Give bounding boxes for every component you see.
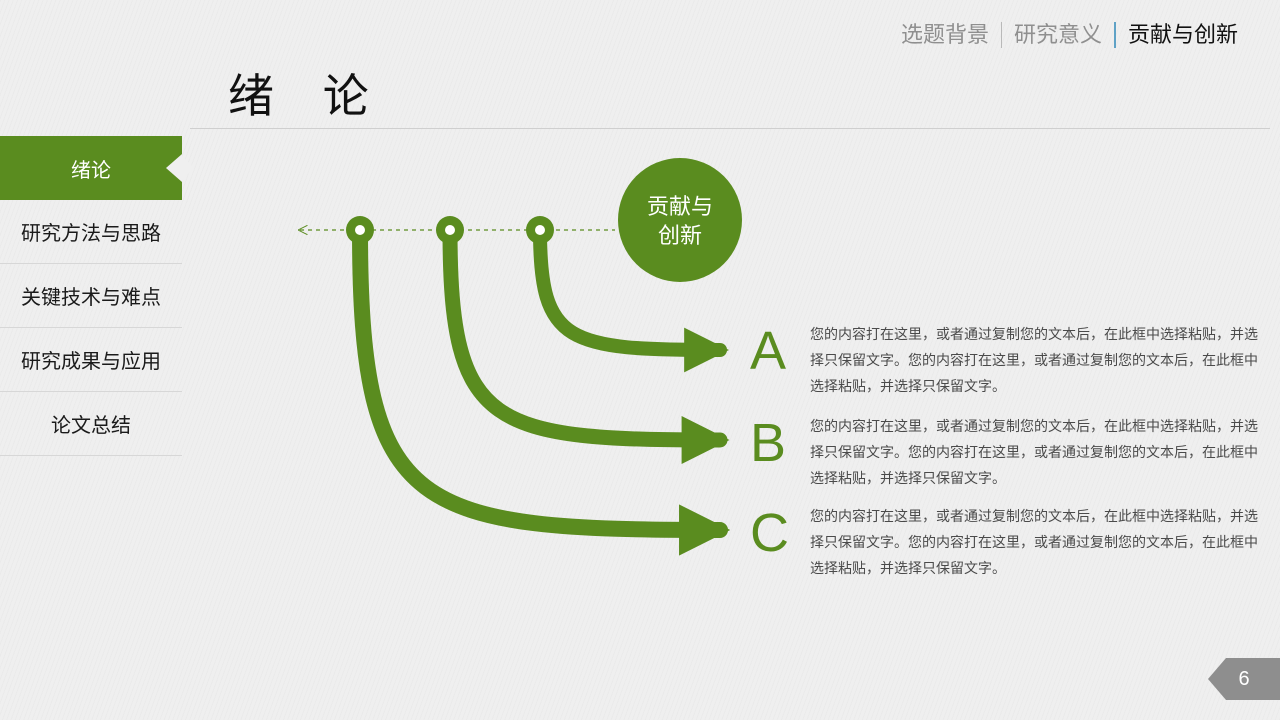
letter-a: A: [750, 320, 786, 382]
breadcrumb-item[interactable]: 选题背景: [889, 24, 1001, 46]
top-breadcrumb: 选题背景 研究意义 贡献与创新: [889, 22, 1250, 48]
sidebar-item[interactable]: 关键技术与难点: [0, 264, 182, 328]
sidebar-item-active[interactable]: 绪论: [0, 136, 182, 200]
page-number: 6: [1238, 668, 1249, 691]
body-text-c: 您的内容打在这里，或者通过复制您的文本后，在此框中选择粘贴，并选择只保留文字。您…: [810, 504, 1270, 582]
hub-label-line1: 贡献与: [647, 194, 713, 219]
body-text-a: 您的内容打在这里，或者通过复制您的文本后，在此框中选择粘贴，并选择只保留文字。您…: [810, 322, 1270, 400]
sidebar-item-label: 绪论: [71, 154, 111, 183]
sidebar-item-label: 研究方法与思路: [21, 217, 161, 246]
sidebar-item[interactable]: 研究成果与应用: [0, 328, 182, 392]
hub-label: 贡献与 创新: [620, 193, 740, 250]
sidebar-item[interactable]: 研究方法与思路: [0, 200, 182, 264]
active-pointer-icon: [166, 154, 182, 182]
sidebar-item[interactable]: 论文总结: [0, 392, 182, 456]
sidebar-item-label: 研究成果与应用: [21, 345, 161, 374]
title-rule: [190, 128, 1270, 129]
diagram-area: 贡献与 创新 A B C 您的内容打在这里，或者通过复制您的文本后，在此框中选择…: [280, 150, 1270, 670]
letter-c: C: [750, 502, 789, 564]
breadcrumb-item[interactable]: 研究意义: [1002, 24, 1114, 46]
body-text-b: 您的内容打在这里，或者通过复制您的文本后，在此框中选择粘贴，并选择只保留文字。您…: [810, 414, 1270, 492]
sidebar-item-label: 关键技术与难点: [21, 281, 161, 310]
sidebar-item-label: 论文总结: [51, 409, 131, 438]
letter-b: B: [750, 412, 786, 474]
sidebar: 绪论 研究方法与思路 关键技术与难点 研究成果与应用 论文总结: [0, 136, 182, 456]
radial-arrows-svg: [280, 150, 1270, 670]
breadcrumb-item-active[interactable]: 贡献与创新: [1116, 24, 1250, 46]
hub-label-line2: 创新: [658, 223, 702, 248]
page-title: 绪 论: [228, 60, 387, 126]
